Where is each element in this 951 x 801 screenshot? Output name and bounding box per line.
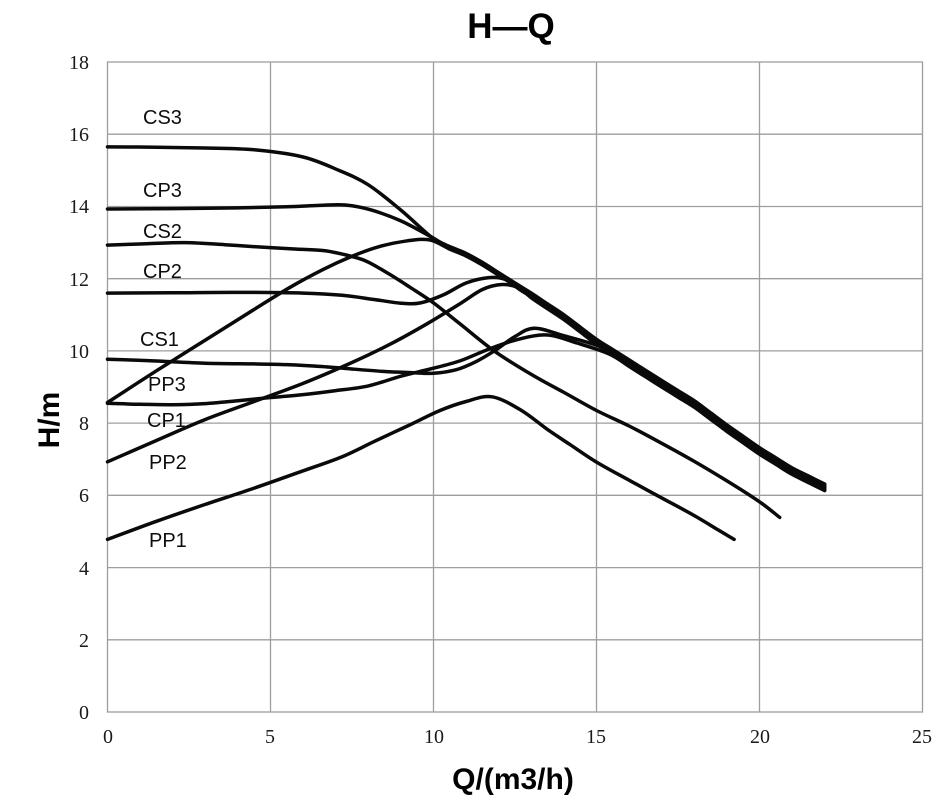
svg-text:10: 10: [69, 341, 89, 363]
svg-text:CP2: CP2: [143, 261, 182, 283]
svg-text:Q/(m3/h): Q/(m3/h): [452, 763, 574, 796]
svg-text:H/m: H/m: [33, 392, 66, 449]
svg-text:6: 6: [79, 485, 89, 507]
svg-text:16: 16: [69, 124, 89, 146]
svg-text:0: 0: [79, 702, 89, 724]
svg-text:CP1: CP1: [147, 410, 186, 432]
svg-text:2: 2: [79, 630, 89, 652]
svg-text:CP3: CP3: [143, 180, 182, 202]
svg-text:PP2: PP2: [149, 452, 187, 474]
svg-text:5: 5: [265, 726, 275, 748]
svg-text:20: 20: [750, 726, 770, 748]
svg-text:18: 18: [69, 52, 89, 74]
svg-text:PP3: PP3: [148, 374, 186, 396]
svg-text:CS2: CS2: [143, 221, 182, 243]
svg-text:8: 8: [79, 413, 89, 435]
svg-text:25: 25: [912, 726, 932, 748]
svg-text:PP1: PP1: [149, 530, 187, 552]
svg-text:14: 14: [69, 196, 89, 218]
svg-text:0: 0: [103, 726, 113, 748]
svg-text:4: 4: [79, 558, 89, 580]
svg-text:CS1: CS1: [140, 329, 179, 351]
svg-text:15: 15: [586, 726, 606, 748]
svg-text:12: 12: [69, 269, 89, 291]
svg-text:CS3: CS3: [143, 107, 182, 129]
svg-text:H—Q: H—Q: [467, 7, 555, 46]
svg-text:10: 10: [424, 726, 444, 748]
